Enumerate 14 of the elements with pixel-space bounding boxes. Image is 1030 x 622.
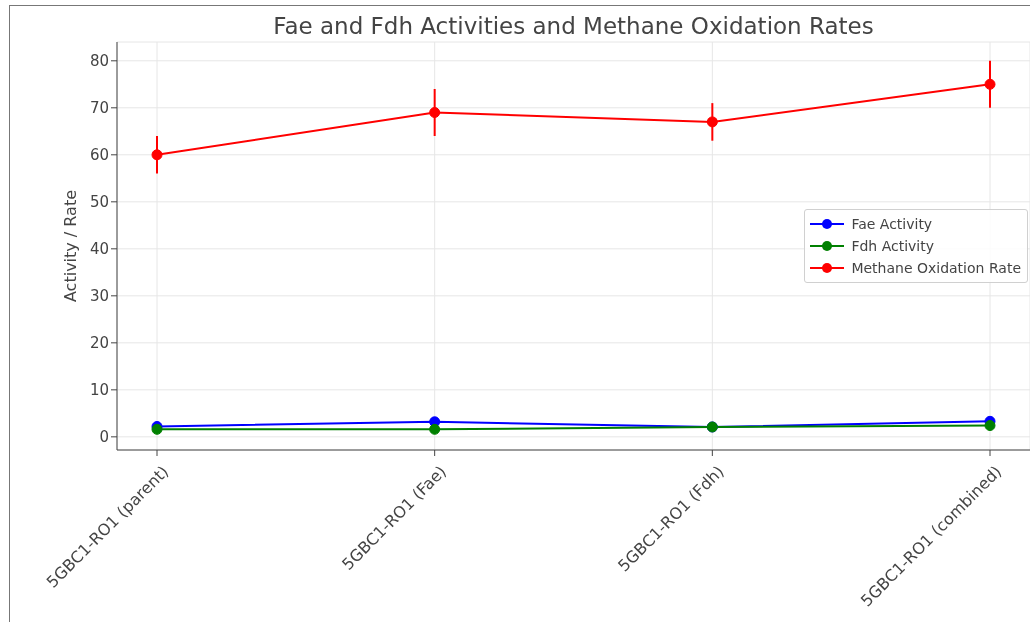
y-tick-label: 40 <box>89 240 109 259</box>
y-tick-label: 50 <box>89 193 109 212</box>
y-tick-label: 60 <box>89 146 109 165</box>
chart-title: Fae and Fdh Activities and Methane Oxidation Rates <box>273 13 874 39</box>
y-tick-label: 20 <box>89 334 109 353</box>
y-tick-label: 30 <box>89 287 109 306</box>
y-tick-label: 10 <box>89 381 109 400</box>
y-tick-label: 70 <box>89 99 109 118</box>
y-axis-title: Activity / Rate <box>60 189 80 303</box>
legend-label: Fae Activity <box>851 216 933 232</box>
y-tick-label: 80 <box>89 52 109 71</box>
legend-label: Methane Oxidation Rate <box>851 260 1021 276</box>
legend-label: Fdh Activity <box>851 238 935 254</box>
y-tick-label: 0 <box>99 428 109 447</box>
